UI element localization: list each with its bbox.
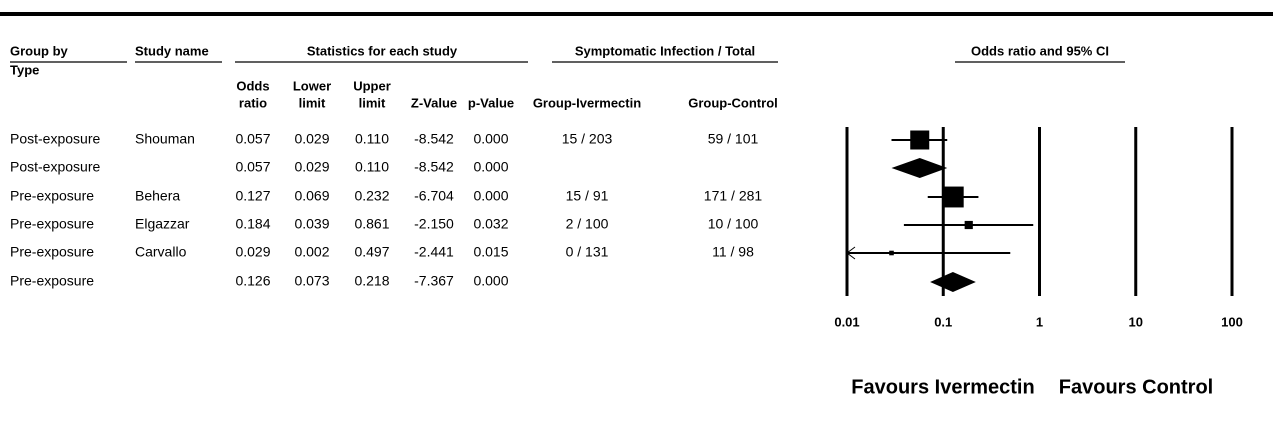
- infection-cell: 171 / 281: [704, 188, 763, 204]
- group-cell: Pre-exposure: [10, 188, 94, 204]
- stat-cell: 0.232: [354, 188, 389, 204]
- stat-cell: 0.110: [355, 159, 389, 175]
- stat-cell: 0.057: [235, 159, 270, 175]
- study-cell: Behera: [135, 188, 180, 204]
- stat-cell: 0.057: [235, 131, 270, 147]
- favours-left: Favours Ivermectin: [851, 376, 1034, 398]
- x-tick-label: 100: [1221, 314, 1243, 329]
- column-header: Group-Ivermectin: [533, 95, 641, 110]
- group-cell: Pre-exposure: [10, 273, 94, 289]
- stat-cell: -7.367: [414, 273, 454, 289]
- stat-cell: 0.029: [235, 244, 270, 260]
- plot-header: Odds ratio and 95% CI: [971, 43, 1109, 58]
- group-cell: Pre-exposure: [10, 244, 94, 260]
- stat-cell: 0.000: [473, 131, 508, 147]
- stat-cell: 0.029: [294, 159, 329, 175]
- stat-cell: -2.441: [414, 244, 454, 260]
- study-square: [942, 186, 964, 208]
- infection-cell: 2 / 100: [566, 216, 609, 232]
- column-header: p-Value: [468, 95, 514, 110]
- column-header: Z-Value: [411, 95, 457, 110]
- study-cell: Shouman: [135, 131, 195, 147]
- infection-cell: 15 / 203: [562, 131, 613, 147]
- stat-cell: 0.039: [294, 216, 329, 232]
- stat-cell: -2.150: [414, 216, 454, 232]
- stat-cell: 0.497: [354, 244, 389, 260]
- study-square: [910, 130, 930, 150]
- study-cell: Elgazzar: [135, 216, 190, 232]
- stat-cell: 0.127: [235, 188, 270, 204]
- favours-right: Favours Control: [1059, 376, 1213, 398]
- group-cell: Pre-exposure: [10, 216, 94, 232]
- infection-cell: 10 / 100: [708, 216, 759, 232]
- infection-cell: 59 / 101: [708, 131, 759, 147]
- stat-cell: -6.704: [414, 188, 454, 204]
- column-header: Upper: [353, 78, 391, 93]
- study-square: [889, 250, 894, 256]
- stat-cell: 0.126: [235, 273, 270, 289]
- x-tick-label: 0.01: [834, 314, 859, 329]
- column-header: limit: [359, 95, 386, 110]
- infection-cell: 11 / 98: [712, 244, 754, 260]
- column-header: Odds: [236, 78, 269, 93]
- x-tick-label: 1: [1036, 314, 1043, 329]
- column-header: Group-Control: [688, 95, 778, 110]
- group-cell: Post-exposure: [10, 159, 100, 175]
- ci-arrow: [846, 246, 856, 260]
- x-tick-label: 0.1: [934, 314, 952, 329]
- column-header: ratio: [239, 95, 267, 110]
- stat-cell: 0.002: [294, 244, 329, 260]
- stat-cell: 0.000: [473, 159, 508, 175]
- study-header: Study name: [135, 43, 209, 58]
- x-tick-label: 10: [1129, 314, 1143, 329]
- stat-cell: 0.015: [473, 244, 508, 260]
- summary-diamond: [891, 158, 948, 178]
- stat-cell: 0.069: [294, 188, 329, 204]
- summary-diamond: [930, 272, 976, 292]
- stat-cell: 0.032: [473, 216, 508, 232]
- stat-cell: 0.861: [354, 216, 389, 232]
- infection-cell: 15 / 91: [566, 188, 609, 204]
- top-rule: [0, 12, 1273, 16]
- column-header: Lower: [293, 78, 331, 93]
- stat-cell: -8.542: [414, 159, 454, 175]
- stat-cell: 0.029: [294, 131, 329, 147]
- study-square: [964, 220, 973, 230]
- column-header: limit: [299, 95, 326, 110]
- stat-cell: 0.218: [354, 273, 389, 289]
- study-cell: Carvallo: [135, 244, 187, 260]
- group-cell: Post-exposure: [10, 131, 100, 147]
- infection-cell: 0 / 131: [566, 244, 609, 260]
- group-header: Group by: [10, 43, 69, 58]
- stat-cell: 0.000: [473, 273, 508, 289]
- stats-header: Statistics for each study: [307, 43, 458, 58]
- stat-cell: 0.184: [235, 216, 270, 232]
- stat-cell: -8.542: [414, 131, 454, 147]
- stat-cell: 0.073: [294, 273, 329, 289]
- stat-cell: 0.000: [473, 188, 508, 204]
- group-header: Type: [10, 62, 39, 77]
- infection-header: Symptomatic Infection / Total: [575, 43, 755, 58]
- stat-cell: 0.110: [355, 131, 389, 147]
